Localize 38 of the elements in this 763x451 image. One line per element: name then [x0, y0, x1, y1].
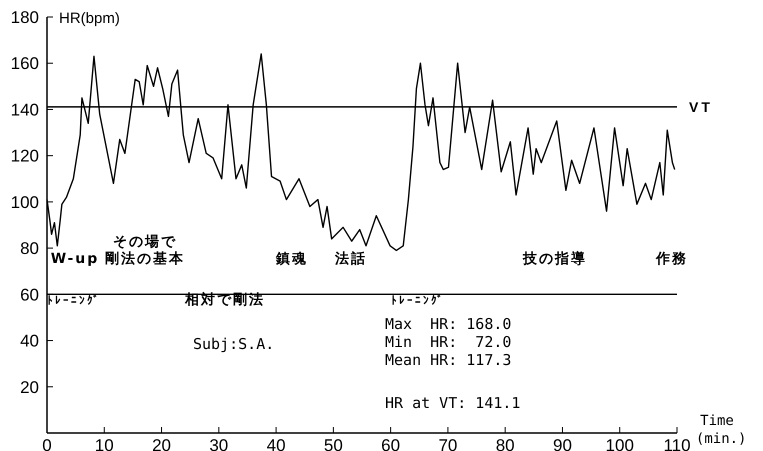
annotation: 剛法の基本	[105, 251, 185, 267]
y-tick-label: 160	[10, 54, 39, 74]
annotation: 作務	[655, 251, 688, 267]
x-tick-label: 30	[209, 436, 228, 451]
x-tick-label: 100	[606, 436, 634, 451]
y-tick-label: 180	[10, 8, 39, 27]
annotation: W-up	[50, 251, 100, 267]
x-tick-label: 80	[496, 436, 515, 451]
x-axis-title: Time (min.)	[696, 413, 747, 447]
y-tick-label: 100	[10, 192, 39, 212]
annotation: ﾄﾚｰﾆﾝｸﾞ	[47, 294, 101, 307]
y-tick-label: 20	[20, 378, 39, 397]
annotation: ﾄﾚｰﾆﾝｸﾞ	[391, 294, 445, 307]
y-tick-label: 80	[20, 239, 39, 258]
x-tick-label: 90	[552, 436, 572, 451]
y-tick-label: 140	[10, 100, 39, 120]
annotation: 技の指導	[522, 250, 587, 267]
x-tick-label: 70	[438, 436, 458, 451]
annotation: Mean HR: 117.3	[385, 351, 512, 369]
x-tick-label: 40	[266, 436, 286, 451]
annotation: HR at VT: 141.1	[385, 394, 520, 412]
x-tick-label: 110	[663, 436, 691, 451]
ref-line-label: VT	[689, 98, 713, 115]
y-tick-label: 60	[20, 285, 39, 304]
x-tick-label: 60	[381, 436, 400, 451]
annotation: 法話	[334, 251, 367, 267]
x-tick-label: 20	[152, 436, 172, 451]
x-tick-label: 10	[94, 436, 114, 451]
annotation: その場で	[113, 234, 177, 250]
annotation: Subj:S.A.	[193, 335, 274, 353]
annotation: Min HR: 72.0	[385, 333, 512, 351]
y-tick-label: 40	[20, 332, 39, 351]
x-tick-label: 0	[42, 436, 52, 451]
x-tick-label: 50	[324, 436, 343, 451]
y-tick-label: 120	[10, 146, 39, 166]
y-axis-title: HR(bpm)	[59, 10, 120, 27]
annotation: 鎮魂	[275, 251, 308, 267]
annotation: Max HR: 168.0	[385, 315, 512, 333]
